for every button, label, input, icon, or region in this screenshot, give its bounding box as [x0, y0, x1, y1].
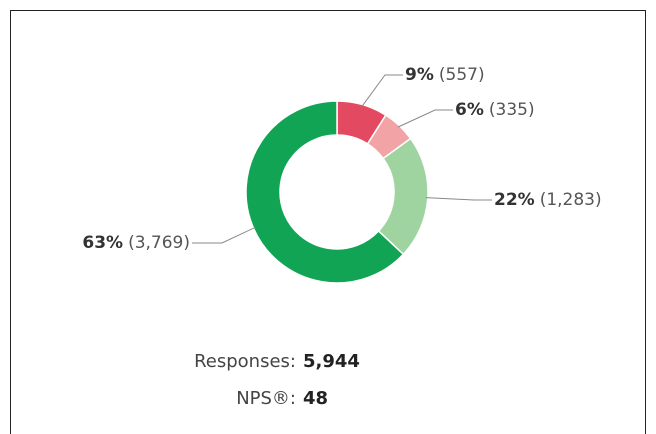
frame [10, 10, 646, 434]
leader-line [361, 74, 403, 107]
leader-line [425, 197, 492, 201]
summary-value: 5,944 [303, 351, 360, 372]
data-label-count: (1,283) [540, 190, 602, 210]
leader-line [192, 226, 256, 244]
leader-line [397, 109, 453, 128]
data-label-count: (557) [439, 65, 485, 85]
data-label-percent: 9% [405, 65, 434, 85]
donut-segment [245, 100, 405, 284]
summary-label: NPS®: [236, 388, 296, 409]
data-label: 22% (1,283) [494, 190, 602, 210]
summary-value: 48 [303, 388, 328, 409]
data-label-count: (335) [489, 100, 535, 120]
summary-label: Responses: [194, 351, 296, 372]
data-label: 63% (3,769) [82, 233, 190, 253]
data-label-percent: 6% [455, 100, 484, 120]
data-label: 9% (557) [405, 65, 485, 85]
data-label-percent: 63% [82, 233, 123, 253]
data-label-count: (3,769) [128, 233, 190, 253]
data-label-percent: 22% [494, 190, 535, 210]
data-label: 6% (335) [455, 100, 535, 120]
